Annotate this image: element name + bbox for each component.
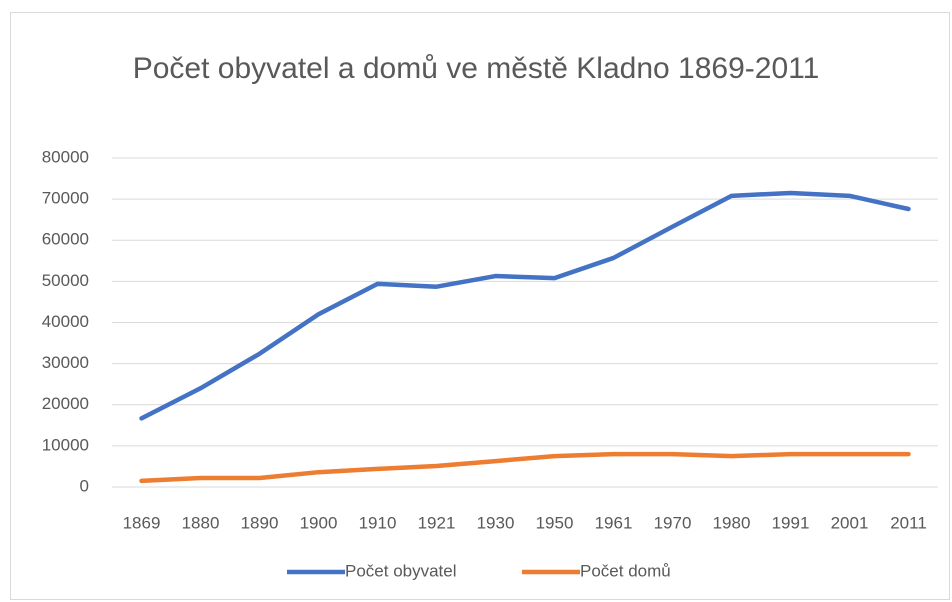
x-tick-label: 1880 — [182, 513, 220, 532]
x-tick-label: 1921 — [418, 513, 456, 532]
y-tick-label: 50000 — [42, 271, 89, 290]
x-tick-label: 1869 — [123, 513, 161, 532]
chart-border — [10, 12, 950, 600]
y-tick-label: 20000 — [42, 394, 89, 413]
legend-label: Počet domů — [580, 561, 671, 580]
legend-label: Počet obyvatel — [345, 561, 457, 580]
y-tick-label: 80000 — [42, 147, 89, 166]
series-line — [139, 190, 911, 421]
x-tick-label: 1890 — [241, 513, 279, 532]
series-line — [139, 451, 911, 484]
y-tick-label: 70000 — [42, 189, 89, 208]
y-tick-label: 60000 — [42, 230, 89, 249]
x-tick-label: 1970 — [654, 513, 692, 532]
y-tick-label: 0 — [80, 476, 89, 495]
y-tick-label: 40000 — [42, 312, 89, 331]
x-tick-label: 1950 — [536, 513, 574, 532]
y-tick-label: 30000 — [42, 353, 89, 372]
x-tick-label: 1900 — [300, 513, 338, 532]
x-tick-label: 2001 — [831, 513, 869, 532]
x-tick-label: 2011 — [890, 513, 927, 532]
x-tick-label: 1910 — [359, 513, 397, 532]
x-tick-label: 1980 — [713, 513, 751, 532]
x-tick-label: 1930 — [477, 513, 515, 532]
x-tick-label: 1991 — [772, 513, 810, 532]
chart-title: Počet obyvatel a domů ve městě Kladno 18… — [132, 52, 820, 85]
x-tick-label: 1961 — [595, 513, 633, 532]
y-tick-label: 10000 — [42, 435, 89, 454]
